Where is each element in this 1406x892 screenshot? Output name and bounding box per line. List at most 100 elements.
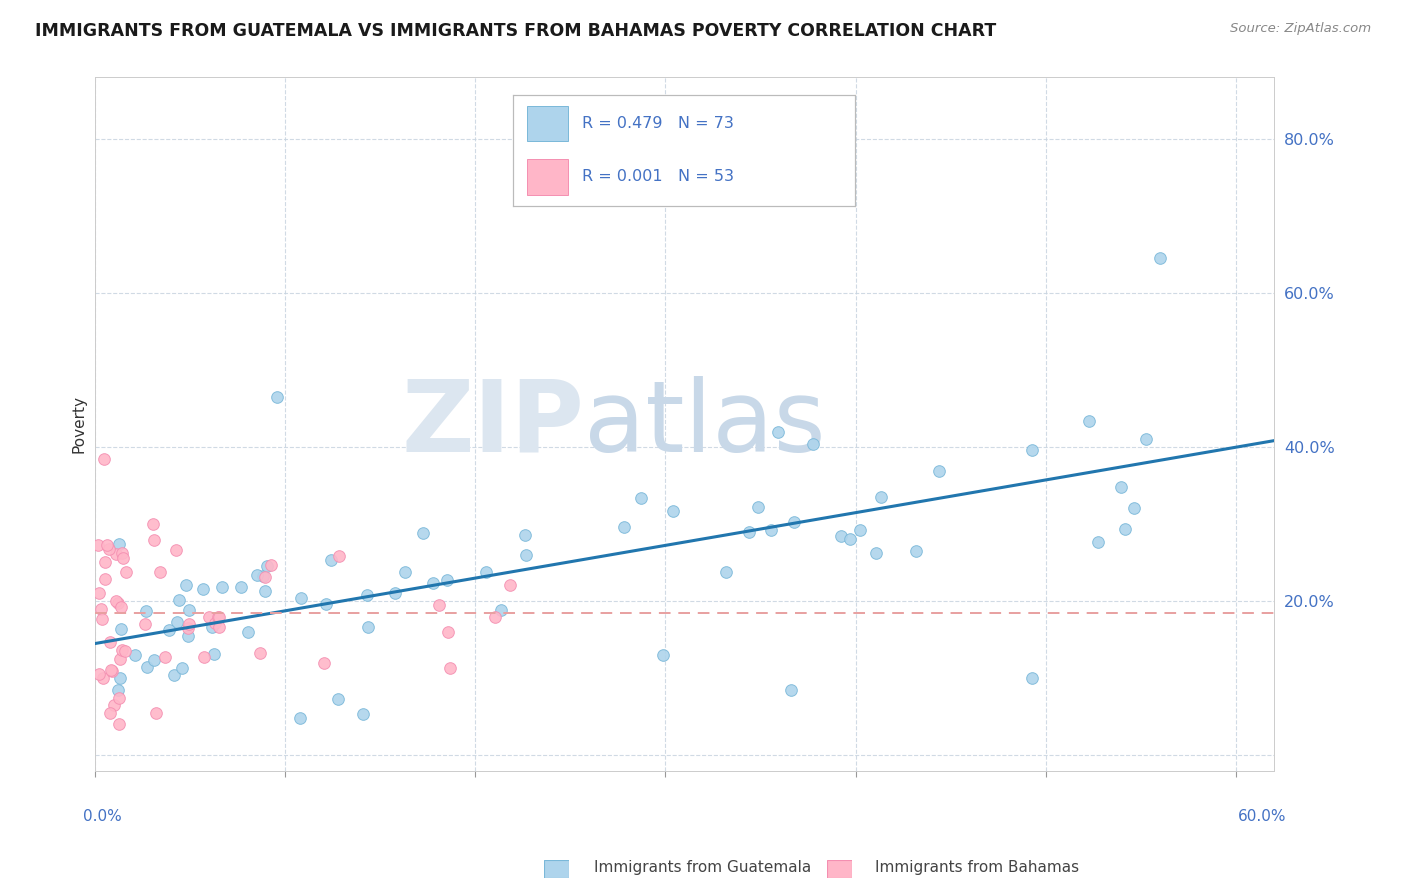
Point (98, 634, 121, 648)
Point (315, 597, 337, 611)
Point (357, 620, 380, 634)
Point (256, 559, 278, 574)
Point (108, 717, 131, 731)
Point (662, 504, 685, 518)
Point (202, 647, 225, 661)
Point (747, 500, 769, 515)
Point (266, 390, 288, 404)
Point (201, 619, 224, 633)
Point (177, 629, 200, 643)
Point (783, 516, 806, 530)
Point (499, 578, 522, 592)
Point (260, 558, 283, 572)
Point (142, 517, 165, 532)
Point (288, 711, 311, 725)
Point (475, 565, 498, 579)
Point (513, 528, 536, 542)
Point (110, 671, 132, 685)
Point (1087, 535, 1109, 549)
Point (114, 565, 136, 579)
Point (439, 660, 461, 674)
Point (1021, 671, 1043, 685)
Point (1021, 442, 1043, 457)
Point (104, 594, 127, 608)
Point (103, 698, 125, 713)
Point (801, 436, 824, 450)
Point (98, 706, 121, 720)
Point (437, 624, 460, 639)
Point (312, 656, 335, 670)
Point (108, 537, 131, 551)
Point (93, 451, 115, 466)
Text: Source: ZipAtlas.com: Source: ZipAtlas.com (1230, 22, 1371, 36)
Point (87, 538, 110, 552)
Point (630, 491, 652, 506)
Text: Immigrants from Bahamas: Immigrants from Bahamas (875, 860, 1080, 874)
Point (157, 623, 180, 637)
Point (356, 588, 378, 602)
Point (107, 690, 129, 705)
Point (165, 542, 187, 557)
Point (110, 599, 132, 614)
Point (484, 609, 506, 624)
Point (101, 664, 124, 678)
Point (207, 609, 229, 624)
Point (1109, 480, 1132, 494)
Point (849, 523, 872, 537)
Point (515, 548, 537, 562)
Point (352, 706, 374, 721)
Point (142, 533, 165, 547)
Point (105, 547, 128, 561)
Point (211, 580, 233, 594)
Point (246, 568, 269, 582)
Point (145, 706, 167, 720)
Point (207, 610, 229, 624)
Point (651, 648, 673, 662)
Point (179, 617, 201, 632)
Text: 60.0%: 60.0% (1237, 809, 1286, 824)
Point (236, 625, 259, 640)
Point (89, 666, 111, 681)
Text: ZIP: ZIP (401, 376, 583, 473)
Point (136, 660, 159, 674)
Point (1078, 414, 1101, 428)
Point (254, 583, 277, 598)
Point (114, 643, 136, 657)
Point (110, 622, 132, 636)
Point (830, 529, 852, 543)
Point (155, 650, 177, 665)
Text: 0.0%: 0.0% (83, 809, 121, 824)
Point (87, 586, 110, 600)
Point (108, 652, 131, 666)
Point (384, 585, 406, 599)
Point (429, 599, 451, 613)
Point (90, 602, 112, 616)
Point (107, 596, 129, 610)
Text: IMMIGRANTS FROM GUATEMALA VS IMMIGRANTS FROM BAHAMAS POVERTY CORRELATION CHART: IMMIGRANTS FROM GUATEMALA VS IMMIGRANTS … (35, 22, 997, 40)
Point (100, 663, 122, 677)
Point (928, 464, 950, 478)
Point (321, 553, 343, 567)
Point (436, 573, 458, 587)
Text: Immigrants from Guatemala: Immigrants from Guatemala (595, 860, 811, 874)
Point (1149, 252, 1171, 266)
Point (91, 671, 114, 685)
Point (177, 603, 200, 617)
Point (111, 642, 134, 657)
Y-axis label: Poverty: Poverty (72, 395, 86, 453)
Point (326, 691, 349, 706)
Point (134, 617, 156, 632)
Point (290, 591, 312, 605)
Point (1135, 432, 1157, 446)
Point (91, 612, 114, 626)
Point (422, 575, 444, 590)
Point (107, 683, 129, 698)
Point (759, 523, 782, 537)
Point (94, 555, 117, 569)
Point (166, 615, 188, 629)
Point (170, 661, 193, 675)
Text: atlas: atlas (583, 376, 825, 473)
Point (208, 620, 231, 634)
Point (204, 616, 226, 631)
Point (177, 621, 200, 635)
